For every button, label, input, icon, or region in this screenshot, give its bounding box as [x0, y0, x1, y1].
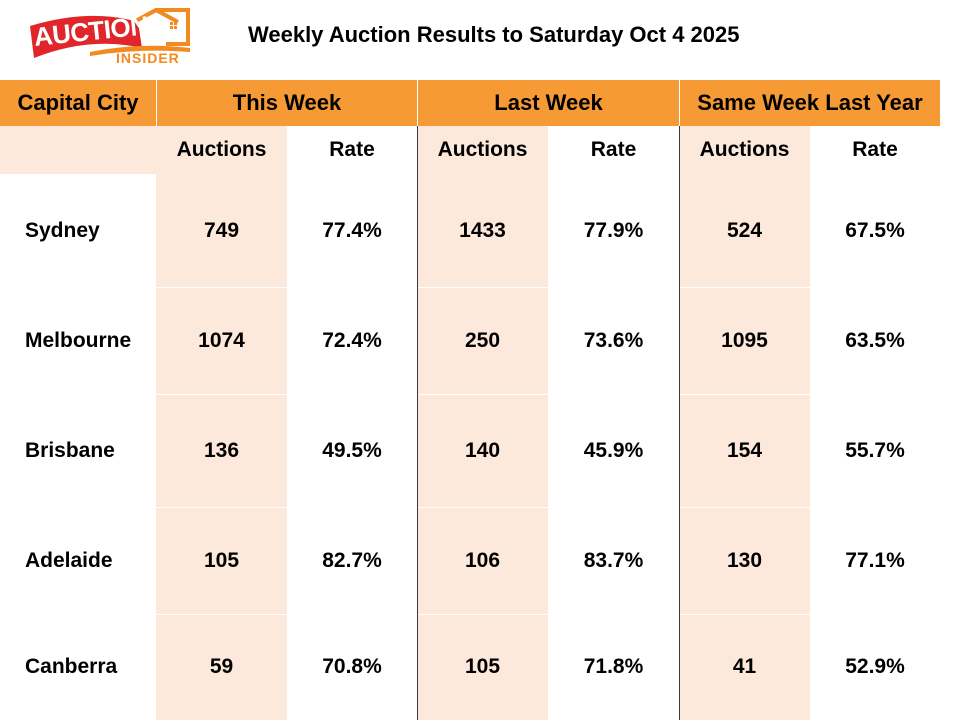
row-divider: [0, 287, 940, 288]
this-week-auctions: 59: [156, 614, 287, 720]
city-name: Adelaide: [0, 507, 156, 614]
last-year-auctions: 524: [679, 174, 810, 287]
last-year-auctions: 41: [679, 614, 810, 720]
header-this-week: This Week: [156, 80, 417, 126]
subheader-last-auctions: Auctions: [417, 126, 548, 174]
this-week-auctions: 1074: [156, 287, 287, 394]
last-week-auctions: 250: [417, 287, 548, 394]
this-week-auctions: 136: [156, 394, 287, 507]
subheader-empty: [0, 126, 156, 174]
last-year-auctions: 154: [679, 394, 810, 507]
logo-banner-graphic: [30, 8, 190, 58]
last-year-auctions: 130: [679, 507, 810, 614]
table-row: Melbourne 1074 72.4% 250 73.6% 1095 63.5…: [0, 287, 940, 394]
page-title: Weekly Auction Results to Saturday Oct 4…: [248, 22, 740, 47]
table-row: Sydney 749 77.4% 1433 77.9% 524 67.5%: [0, 174, 940, 287]
table-subheader-row: Auctions Rate Auctions Rate Auctions Rat…: [0, 126, 940, 174]
this-week-auctions: 749: [156, 174, 287, 287]
group-separator-line: [417, 126, 418, 720]
row-divider: [0, 614, 940, 615]
last-week-auctions: 105: [417, 614, 548, 720]
table-row: Canberra 59 70.8% 105 71.8% 41 52.9%: [0, 614, 940, 720]
city-name: Melbourne: [0, 287, 156, 394]
last-week-rate: 71.8%: [548, 614, 679, 720]
this-week-rate: 72.4%: [287, 287, 417, 394]
last-year-rate: 55.7%: [810, 394, 940, 507]
header-capital-city: Capital City: [17, 90, 139, 115]
auction-insider-logo: AUCTION INSIDER: [30, 8, 200, 68]
last-year-auctions: 1095: [679, 287, 810, 394]
this-week-rate: 82.7%: [287, 507, 417, 614]
header-last-week: Last Week: [417, 80, 679, 126]
subheader-ly-auctions: Auctions: [679, 126, 810, 174]
last-week-rate: 83.7%: [548, 507, 679, 614]
last-week-auctions: 140: [417, 394, 548, 507]
logo-text-insider: INSIDER: [116, 50, 180, 66]
table-row: Adelaide 105 82.7% 106 83.7% 130 77.1%: [0, 507, 940, 614]
subheader-ly-rate: Rate: [810, 126, 940, 174]
row-divider: [0, 507, 940, 508]
last-week-rate: 77.9%: [548, 174, 679, 287]
last-week-auctions: 1433: [417, 174, 548, 287]
this-week-rate: 70.8%: [287, 614, 417, 720]
last-year-rate: 77.1%: [810, 507, 940, 614]
city-name: Sydney: [0, 174, 156, 287]
last-week-rate: 45.9%: [548, 394, 679, 507]
row-divider: [0, 394, 940, 395]
last-year-rate: 52.9%: [810, 614, 940, 720]
group-separator-line: [679, 126, 680, 720]
this-week-auctions: 105: [156, 507, 287, 614]
this-week-rate: 49.5%: [287, 394, 417, 507]
city-name: Canberra: [0, 614, 156, 720]
table-header-row: Capital City This Week Last Week Same We…: [0, 80, 940, 126]
subheader-this-rate: Rate: [287, 126, 417, 174]
last-week-auctions: 106: [417, 507, 548, 614]
header-same-week-last-year: Same Week Last Year: [679, 80, 940, 126]
subheader-this-auctions: Auctions: [156, 126, 287, 174]
last-year-rate: 63.5%: [810, 287, 940, 394]
city-name: Brisbane: [0, 394, 156, 507]
subheader-last-rate: Rate: [548, 126, 679, 174]
last-week-rate: 73.6%: [548, 287, 679, 394]
table-row: Brisbane 136 49.5% 140 45.9% 154 55.7%: [0, 394, 940, 507]
this-week-rate: 77.4%: [287, 174, 417, 287]
last-year-rate: 67.5%: [810, 174, 940, 287]
